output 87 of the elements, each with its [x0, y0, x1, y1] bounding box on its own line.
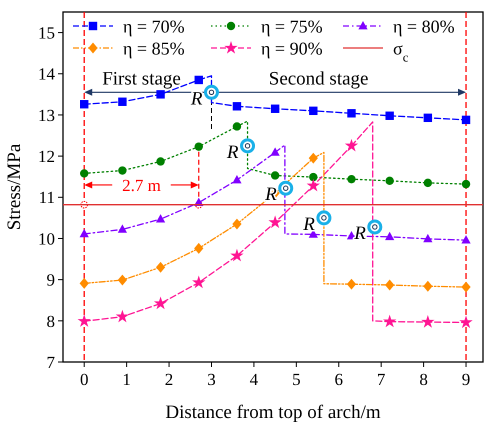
- point: [194, 242, 204, 254]
- legend-label: η = 90%: [261, 38, 323, 58]
- point: [424, 114, 432, 122]
- point: [423, 234, 432, 242]
- point: [118, 274, 128, 286]
- point: [232, 122, 242, 131]
- x-tick-label: 1: [122, 370, 131, 389]
- legend-label: σ$_{c}$: [393, 38, 409, 64]
- point: [232, 174, 242, 184]
- point: [268, 215, 282, 228]
- annotation: Second stage: [268, 68, 368, 90]
- x-axis-title: Distance from top of arch/m: [165, 402, 381, 423]
- legend-label: η = 85%: [123, 38, 185, 58]
- legend-label: η = 70%: [123, 16, 185, 36]
- point: [309, 106, 318, 116]
- x-tick-label: 3: [207, 370, 216, 389]
- point: [154, 296, 168, 310]
- point: [309, 172, 318, 182]
- point: [192, 276, 206, 288]
- point: [461, 235, 471, 244]
- annotation: R: [190, 88, 203, 110]
- point: [385, 176, 394, 186]
- x-tick-label: 5: [292, 370, 301, 389]
- annotation: R: [302, 214, 316, 235]
- annotation: R: [226, 142, 239, 163]
- y-tick-label: 9: [46, 270, 55, 290]
- x-tick-label: 4: [250, 370, 259, 389]
- annotation: First stage: [102, 68, 181, 90]
- point: [316, 210, 332, 226]
- point: [80, 278, 89, 289]
- y-tick-label: 15: [38, 24, 55, 43]
- point: [156, 157, 165, 166]
- point: [461, 282, 471, 293]
- point: [270, 147, 280, 156]
- point: [462, 116, 470, 124]
- point: [156, 262, 166, 273]
- point: [80, 228, 89, 238]
- x-tick-label: 8: [419, 370, 428, 389]
- point: [78, 314, 91, 327]
- point: [194, 76, 203, 84]
- point: [270, 171, 280, 180]
- point: [385, 112, 394, 120]
- legend-label: η = 75%: [261, 16, 323, 36]
- point: [424, 178, 432, 188]
- point: [240, 138, 256, 154]
- point: [385, 280, 394, 290]
- point: [278, 180, 294, 196]
- x-tick-label: 9: [462, 370, 470, 389]
- point: [204, 84, 219, 100]
- point: [462, 180, 470, 188]
- point: [306, 178, 320, 192]
- point: [347, 174, 356, 184]
- point: [118, 224, 128, 233]
- x-tick-label: 0: [80, 370, 88, 389]
- point: [383, 314, 396, 328]
- y-axis-title: Stress/MPa: [4, 143, 25, 230]
- y-tick-label: 7: [46, 352, 56, 372]
- point: [344, 138, 358, 152]
- point: [385, 232, 394, 240]
- point: [156, 214, 166, 222]
- point: [118, 98, 127, 106]
- y-tick-label: 10: [38, 229, 55, 248]
- point: [116, 310, 130, 322]
- legend-label: η = 80%: [393, 16, 455, 36]
- point: [118, 166, 127, 175]
- point: [421, 315, 435, 328]
- y-tick-label: 12: [38, 147, 55, 166]
- point: [232, 218, 242, 230]
- y-tick-label: 14: [38, 64, 56, 84]
- y-tick-label: 8: [46, 312, 55, 331]
- point: [80, 100, 88, 108]
- x-tick-label: 6: [334, 370, 344, 389]
- point: [347, 109, 356, 118]
- annotation: 2.7 m: [122, 176, 161, 195]
- point: [232, 102, 242, 110]
- x-tick-label: 2: [164, 370, 174, 389]
- y-tick-label: 11: [38, 188, 55, 208]
- x-tick-label: 7: [376, 370, 386, 389]
- point: [230, 248, 244, 262]
- point: [270, 104, 280, 113]
- point: [80, 169, 88, 178]
- point: [156, 90, 165, 99]
- point: [423, 280, 432, 292]
- y-tick-label: 13: [38, 106, 55, 125]
- point: [459, 315, 473, 328]
- point: [367, 219, 382, 234]
- point: [194, 142, 203, 151]
